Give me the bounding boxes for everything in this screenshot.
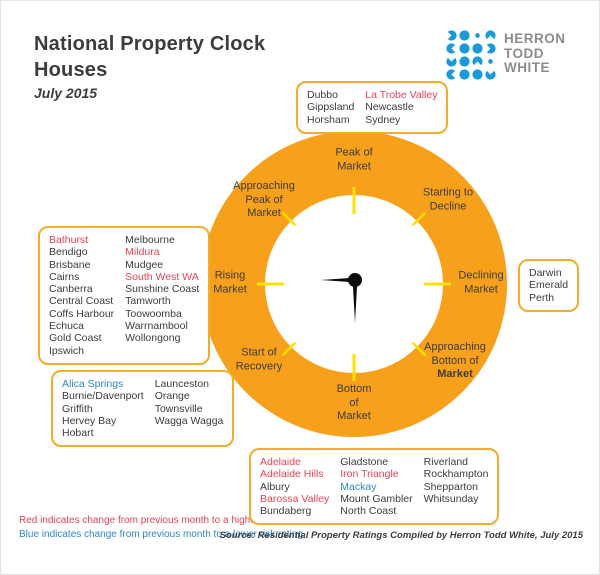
title-line-2: Houses (34, 59, 108, 81)
city-label: Rockhampton (423, 468, 489, 481)
city-label: Mildura (125, 246, 160, 259)
phase-start-of-recovery: Start of Recovery (235, 346, 283, 373)
city-column: Bathurst Bendigo Brisbane Cairns Canberra Cen… (49, 234, 114, 357)
tick-1-30 (411, 211, 427, 227)
city-label: La Trobe Valley (365, 89, 438, 101)
city-label: Mount Gambler (340, 492, 413, 505)
phase-starting-to-decline: Starting to Decline (422, 186, 474, 213)
phase-declining-market: Declining Market (458, 269, 504, 296)
city-column: Adelaide Adelaide Hills Albury Barossa Vall… (260, 456, 329, 517)
city-label: Perth (529, 291, 555, 304)
city-label: Sydney (365, 113, 401, 126)
clock-ring (201, 131, 507, 437)
title-date: July 2015 (34, 85, 98, 101)
phase-peak-of-market: Peak of Market (335, 146, 373, 173)
logo-word-white: WHITE (504, 60, 550, 75)
blue-risk-legend: Blue indicates change from previous mont… (19, 529, 304, 540)
city-label: Wagga Wagga (154, 414, 224, 427)
city-label: Central Coast (49, 295, 114, 308)
phase-rising-market: Rising Market (213, 269, 247, 296)
city-label: Gladstone (340, 456, 389, 468)
city-label: Hervey Bay (62, 414, 117, 427)
city-label: Adelaide Hills (260, 468, 324, 481)
city-column: Launceston Orange Townsville Wagga Wagga (155, 378, 224, 427)
start-of-recovery-city-box: Alica Springs Burnie/Davenport Griffith Her… (51, 370, 235, 448)
city-column: Alica Springs Burnie/Davenport Griffith Her… (62, 378, 144, 439)
city-label: Cairns (49, 270, 80, 283)
hour-hand (321, 277, 355, 283)
tick-7-30 (281, 341, 297, 357)
city-label: Mudgee (125, 258, 164, 271)
declining-market-city-box: Darwin Emerald Perth (518, 259, 580, 312)
city-label: Adelaide (260, 456, 301, 468)
herron-todd-white-logo: HERRON TODD WHITE (445, 29, 566, 81)
city-label: Launceston (154, 378, 210, 390)
city-label: Iron Triangle (340, 468, 399, 481)
city-label: Shepparton (423, 480, 478, 493)
tick-10-30 (281, 211, 297, 227)
rising-market-city-box: Bathurst Bendigo Brisbane Cairns Canberra Cen… (38, 226, 211, 365)
city-column: Melbourne Mildura Mudgee South West WA Sunsh… (125, 234, 199, 345)
city-label: Burnie/Davenport (62, 390, 144, 403)
city-label: Coffs Harbour (49, 307, 115, 320)
city-label: Albury (260, 480, 290, 493)
city-label: Alica Springs (62, 378, 124, 390)
red-risk-legend: Red indicates change from previous month… (19, 515, 306, 526)
city-label: Toowoomba (125, 307, 182, 320)
city-label: Darwin (529, 267, 562, 279)
city-column: Darwin Emerald Perth (529, 267, 568, 304)
clock-hub (348, 273, 362, 287)
city-label: Bundaberg (260, 505, 312, 518)
city-label: Canberra (49, 283, 93, 296)
phase-bottom-of-market: Bottom of Market (336, 382, 372, 422)
peak-of-market-city-box: Dubbo Gippsland Horsham La Trobe Valley New… (296, 81, 449, 134)
city-label: Melbourne (125, 234, 175, 246)
minute-hand (352, 280, 358, 323)
city-label: Bendigo (49, 246, 88, 259)
city-label: Barossa Valley (260, 492, 330, 505)
city-label: Ipswich (49, 344, 85, 357)
source-credit: Source: Residential Property Ratings Com… (219, 530, 583, 541)
phase-approaching-bottom: Approaching Bottom of Market (424, 340, 486, 380)
city-column: Dubbo Gippsland Horsham (307, 89, 354, 126)
city-label: Emerald (529, 279, 569, 292)
city-label: Hobart (62, 427, 94, 440)
city-label: Orange (154, 390, 190, 403)
logo-word-todd: TODD (504, 45, 545, 61)
city-label: Bathurst (49, 234, 89, 246)
logo-word-herron: HERRON (504, 31, 566, 46)
city-label: South West WA (125, 270, 199, 283)
city-label: Dubbo (307, 89, 338, 101)
logo-wordmark: HERRON TODD WHITE (504, 31, 566, 76)
city-label: Wollongong (125, 332, 181, 345)
city-label: Gippsland (307, 101, 355, 114)
bottom-of-market-city-box: Adelaide Adelaide Hills Albury Barossa Vall… (249, 448, 500, 526)
city-label: Mackay (340, 480, 377, 493)
city-label: Riverland (423, 456, 468, 468)
city-label: Brisbane (49, 258, 91, 271)
city-column: La Trobe Valley Newcastle Sydney (365, 89, 437, 126)
title-line-1: National Property Clock (34, 33, 266, 55)
city-label: Echuca (49, 320, 85, 333)
page-title: National Property Clock Houses July 2015 (34, 31, 265, 101)
city-label: Griffith (62, 402, 93, 415)
city-label: Sunshine Coast (125, 283, 200, 296)
city-label: North Coast (340, 505, 397, 518)
city-label: Newcastle (365, 101, 414, 114)
city-label: Whitsunday (423, 492, 479, 505)
city-column: Riverland Rockhampton Shepparton Whitsunday (424, 456, 489, 505)
city-label: Tamworth (125, 295, 171, 308)
city-label: Horsham (307, 113, 350, 126)
logo-dots-icon (446, 30, 496, 80)
city-label: Warrnambool (125, 320, 188, 333)
phase-approaching-peak: Approaching Peak of Market (233, 179, 295, 219)
city-label: Townsville (154, 402, 203, 415)
tick-4-30 (411, 341, 427, 357)
city-column: Gladstone Iron Triangle Mackay Mount Gamble… (340, 456, 412, 517)
city-label: Gold Coast (49, 332, 102, 345)
